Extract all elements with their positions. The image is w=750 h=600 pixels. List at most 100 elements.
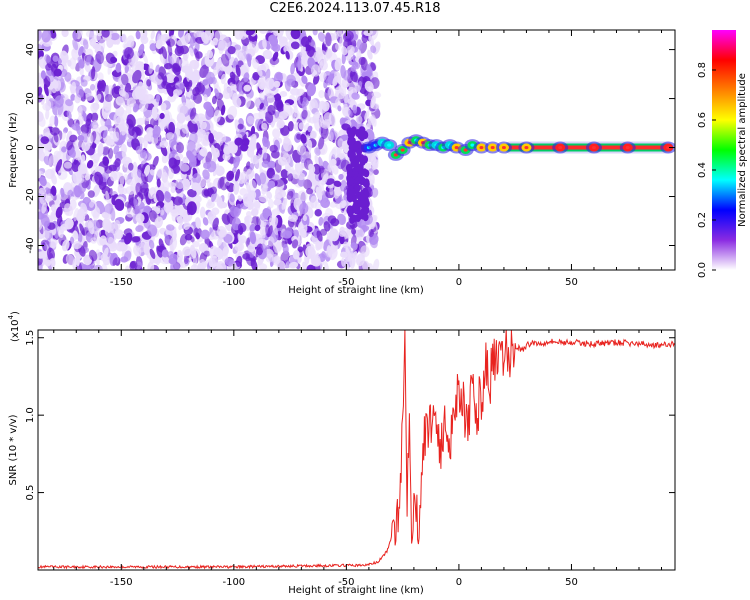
noise-speckle xyxy=(203,101,212,111)
noise-speckle xyxy=(192,240,200,248)
noise-speckle xyxy=(115,241,125,252)
noise-speckle xyxy=(163,63,173,70)
noise-speckle xyxy=(97,142,104,157)
noise-speckle xyxy=(232,96,242,108)
noise-speckle xyxy=(113,219,121,231)
noise-speckle xyxy=(352,202,359,211)
noise-speckle xyxy=(366,64,373,77)
noise-speckle xyxy=(112,257,118,266)
noise-speckle xyxy=(185,90,193,97)
snr-x-tick-label: -50 xyxy=(338,577,354,588)
noise-speckle xyxy=(158,238,164,250)
noise-speckle xyxy=(306,45,315,57)
noise-speckle xyxy=(250,199,261,212)
noise-speckle xyxy=(45,69,55,83)
noise-speckle xyxy=(81,131,88,143)
noise-speckle xyxy=(250,135,256,149)
noise-speckle xyxy=(327,163,333,173)
noise-speckle xyxy=(133,198,139,210)
noise-speckle xyxy=(240,171,248,184)
noise-speckle xyxy=(166,38,176,47)
noise-speckle xyxy=(239,188,248,196)
noise-speckle xyxy=(75,85,84,98)
noise-speckle xyxy=(148,62,154,75)
noise-speckle xyxy=(128,162,134,171)
noise-speckle xyxy=(189,101,196,109)
noise-speckle xyxy=(38,111,44,122)
noise-speckle xyxy=(89,83,96,91)
noise-speckle xyxy=(167,168,174,180)
noise-speckle xyxy=(94,171,104,186)
noise-speckle xyxy=(38,93,44,103)
noise-speckle xyxy=(170,186,176,194)
noise-speckle xyxy=(187,205,194,216)
noise-speckle xyxy=(200,146,208,158)
noise-speckle xyxy=(60,50,69,64)
noise-speckle xyxy=(195,219,201,229)
noise-speckle xyxy=(172,88,183,96)
noise-speckle xyxy=(115,62,122,73)
noise-speckle xyxy=(70,86,76,94)
noise-speckle xyxy=(39,80,45,89)
noise-speckle xyxy=(88,201,95,208)
snr-panel: -150 -100 -50 0 50 0.5 1.0 1.5 Height of strai… xyxy=(7,311,676,596)
noise-speckle xyxy=(202,217,209,226)
noise-speckle xyxy=(283,45,292,53)
noise-speckle xyxy=(121,151,127,160)
noise-speckle xyxy=(104,165,113,174)
noise-speckle xyxy=(289,107,296,119)
noise-speckle xyxy=(318,165,325,174)
noise-speckle xyxy=(261,160,270,168)
noise-speckle xyxy=(195,232,200,240)
noise-speckle xyxy=(259,91,266,101)
snr-x-tick-label: 0 xyxy=(456,577,462,588)
noise-speckle xyxy=(115,96,125,106)
noise-speckle xyxy=(296,133,302,140)
noise-speckle xyxy=(44,54,51,63)
noise-speckle xyxy=(259,221,267,235)
noise-speckle xyxy=(234,30,245,40)
colorbar-tick-label: 0.8 xyxy=(697,62,708,78)
noise-speckle xyxy=(189,36,198,47)
noise-speckle xyxy=(269,215,277,222)
noise-speckle xyxy=(319,72,327,82)
noise-speckle xyxy=(114,158,121,168)
noise-speckle xyxy=(358,199,365,208)
noise-speckle xyxy=(279,90,288,97)
noise-speckle xyxy=(190,107,197,120)
noise-speckle xyxy=(302,214,307,222)
noise-speckle xyxy=(192,173,202,185)
noise-speckle xyxy=(273,30,279,37)
snr-y-scale-exp: 4 xyxy=(7,314,15,319)
noise-speckle xyxy=(229,205,239,218)
noise-speckle xyxy=(317,32,326,42)
noise-speckle xyxy=(174,81,185,91)
noise-speckle xyxy=(312,74,320,85)
noise-speckle xyxy=(161,171,169,183)
noise-speckle xyxy=(206,49,214,59)
noise-speckle xyxy=(230,73,240,85)
noise-speckle xyxy=(114,198,125,211)
noise-speckle xyxy=(243,84,252,92)
noise-speckle xyxy=(205,201,215,209)
noise-speckle xyxy=(200,229,210,240)
noise-speckle xyxy=(217,176,225,189)
snr-x-tick-label: -150 xyxy=(110,577,133,588)
noise-speckle xyxy=(272,174,280,181)
noise-speckle xyxy=(268,34,279,47)
noise-speckle xyxy=(259,172,267,185)
snr-frame xyxy=(37,329,676,571)
noise-speckle xyxy=(325,78,332,86)
noise-speckle xyxy=(155,189,165,203)
noise-speckle xyxy=(83,39,89,50)
noise-speckle xyxy=(129,260,138,270)
noise-speckle xyxy=(343,69,351,81)
noise-speckle xyxy=(250,154,260,165)
noise-speckle xyxy=(176,216,184,225)
noise-speckle xyxy=(45,108,50,120)
noise-speckle xyxy=(329,201,338,208)
noise-speckle xyxy=(337,105,342,112)
noise-speckle xyxy=(227,45,236,55)
noise-speckle xyxy=(202,169,210,180)
noise-speckle xyxy=(103,247,109,260)
